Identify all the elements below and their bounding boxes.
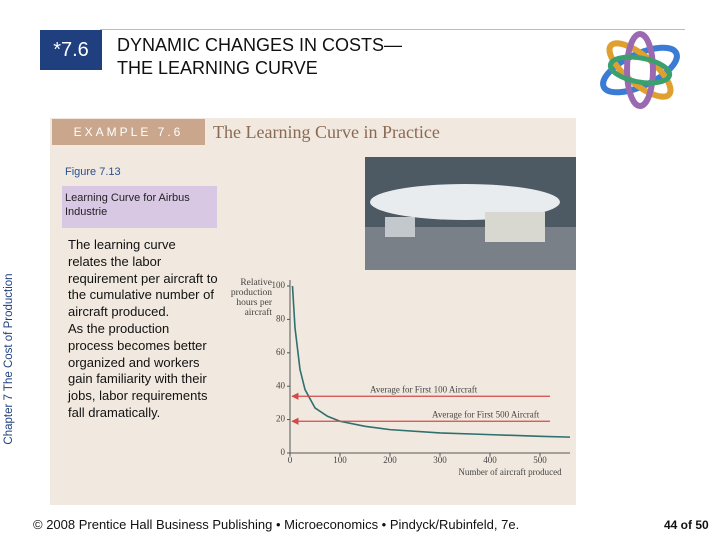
y-tick-label: 40 [276,380,286,390]
body-text: The learning curve relates the labor req… [68,237,218,422]
paragraph: The learning curve relates the labor req… [68,237,218,320]
x-tick-label: 300 [433,455,447,465]
title-line: DYNAMIC CHANGES IN COSTS— [117,35,403,55]
y-axis-label: Relative production hours per aircraft [230,278,272,318]
footer-credit: © 2008 Prentice Hall Business Publishing… [33,517,520,532]
title-line: THE LEARNING CURVE [117,58,318,78]
example-title: The Learning Curve in Practice [213,122,440,142]
section-number: *7.6 [40,30,102,70]
x-tick-label: 200 [383,455,397,465]
x-tick-label: 500 [533,455,547,465]
page-number: 44 of 50 [664,518,709,532]
y-tick-label: 100 [272,280,286,290]
rings-logo [600,31,680,109]
figure-caption: Learning Curve for Airbus Industrie [62,186,217,228]
x-axis-label: Number of aircraft produced [458,467,562,477]
x-tick-label: 400 [483,455,497,465]
slide-title: DYNAMIC CHANGES IN COSTS— THE LEARNING C… [117,34,402,80]
annotation: Average for First 100 Aircraft [370,384,478,394]
x-tick-label: 100 [333,455,347,465]
figure-label: Figure 7.13 [65,166,121,178]
rule [100,29,685,30]
x-tick-label: 0 [288,455,293,465]
photo [365,157,576,270]
y-tick-label: 80 [276,313,286,323]
y-tick-label: 20 [276,414,286,424]
annotation: Average for First 500 Aircraft [432,409,540,419]
y-tick-label: 0 [281,447,286,457]
y-tick-label: 60 [276,347,286,357]
paragraph: As the production process becomes better… [68,320,208,420]
example-label: EXAMPLE 7.6 [52,119,205,145]
